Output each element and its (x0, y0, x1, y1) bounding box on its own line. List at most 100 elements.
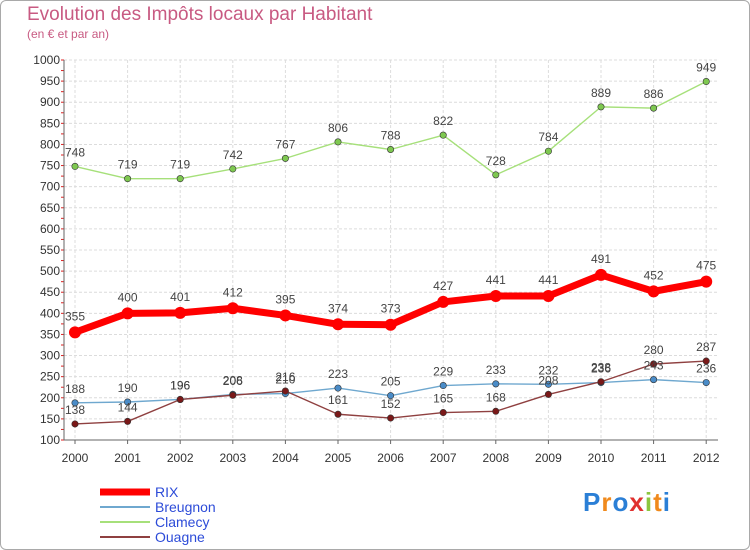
x-tick-label: 2009 (535, 451, 562, 465)
data-point (544, 390, 552, 398)
logo-letter: t (653, 487, 663, 517)
data-label: 373 (381, 302, 401, 316)
data-label: 452 (644, 268, 664, 282)
y-tick-label: 250 (40, 370, 60, 384)
y-tick-label: 500 (40, 264, 60, 278)
data-point (492, 171, 500, 179)
data-point (647, 285, 660, 298)
logo-letter: x (629, 487, 645, 517)
data-label: 210 (275, 373, 295, 387)
data-label: 188 (65, 382, 85, 396)
data-point (71, 399, 79, 407)
data-label: 728 (486, 154, 506, 168)
data-label: 229 (433, 365, 453, 379)
data-point (387, 392, 395, 400)
data-point (492, 380, 500, 388)
data-point (71, 162, 79, 170)
data-label: 395 (275, 292, 295, 306)
y-tick-label: 750 (40, 159, 60, 173)
y-tick-label: 400 (40, 306, 60, 320)
legend-label: RIX (155, 484, 179, 500)
data-label: 491 (591, 252, 611, 266)
data-point (650, 376, 658, 384)
data-label: 236 (696, 362, 716, 376)
y-tick-label: 450 (40, 285, 60, 299)
x-tick-label: 2004 (272, 451, 299, 465)
data-label: 205 (381, 375, 401, 389)
data-point (69, 326, 81, 339)
data-label: 138 (65, 403, 85, 417)
data-point (334, 410, 342, 418)
y-tick-label: 200 (40, 391, 60, 405)
data-label: 144 (118, 400, 138, 414)
grid (64, 59, 718, 441)
data-label: 788 (381, 129, 401, 143)
data-point (176, 175, 184, 183)
legend-label: Breugnon (155, 499, 216, 515)
data-point (387, 146, 395, 154)
data-point (439, 382, 447, 390)
data-label: 441 (538, 273, 558, 287)
x-tick-label: 2001 (114, 451, 141, 465)
series-group (69, 78, 713, 428)
data-label: 822 (433, 114, 453, 128)
data-point (281, 387, 289, 395)
axes: 100 150 200 250 300 350 400 450 500 550 600 650 700 7… (33, 53, 720, 465)
data-point (544, 380, 552, 388)
data-label: 401 (170, 290, 190, 304)
y-tick-label: 600 (40, 222, 60, 236)
data-label: 280 (644, 343, 664, 357)
logo-letter: P (583, 487, 602, 517)
data-label: 168 (486, 390, 506, 404)
x-tick-label: 2011 (641, 451, 667, 465)
data-label: 165 (433, 392, 453, 406)
data-point (229, 165, 237, 173)
data-label: 243 (644, 359, 664, 373)
data-label: 748 (65, 145, 85, 159)
data-point (542, 290, 555, 303)
data-point (384, 318, 397, 331)
data-label: 233 (486, 363, 506, 377)
data-point (279, 309, 292, 322)
data-point (334, 384, 342, 392)
x-tick-label: 2000 (62, 451, 89, 465)
data-label: 767 (275, 137, 295, 151)
logo-letter: i (644, 487, 654, 517)
data-label: 400 (118, 290, 138, 304)
data-point (489, 290, 502, 303)
data-point (121, 307, 134, 320)
data-point (439, 409, 447, 417)
data-label: 719 (118, 158, 138, 172)
y-tick-label: 800 (40, 137, 60, 151)
data-label: 742 (223, 148, 243, 162)
logo-letter: i (662, 487, 671, 517)
data-point (650, 360, 658, 368)
data-point (702, 379, 710, 387)
x-tick-label: 2007 (430, 451, 457, 465)
data-label: 427 (433, 279, 453, 293)
data-label: 374 (328, 301, 348, 315)
data-label: 441 (486, 273, 506, 287)
data-point (544, 147, 552, 155)
data-label: 196 (170, 378, 190, 392)
y-tick-label: 1000 (33, 53, 60, 67)
data-point (492, 407, 500, 415)
data-point (71, 420, 79, 428)
y-tick-label: 950 (40, 74, 60, 88)
data-point (650, 104, 658, 112)
data-label: 236 (591, 362, 611, 376)
x-tick-label: 2002 (167, 451, 194, 465)
data-point (281, 154, 289, 162)
data-point (437, 295, 450, 308)
data-label: 206 (223, 374, 243, 388)
data-label: 475 (696, 259, 716, 273)
data-point (124, 398, 132, 406)
y-tick-label: 350 (40, 327, 60, 341)
data-label: 216 (275, 370, 295, 384)
data-label: 190 (118, 381, 138, 395)
data-label: 412 (223, 285, 243, 299)
data-labels: 355 400 401 412 395 374 373 427 441 441 491 452 475 1… (65, 61, 717, 417)
data-point (334, 138, 342, 146)
data-point (439, 131, 447, 139)
